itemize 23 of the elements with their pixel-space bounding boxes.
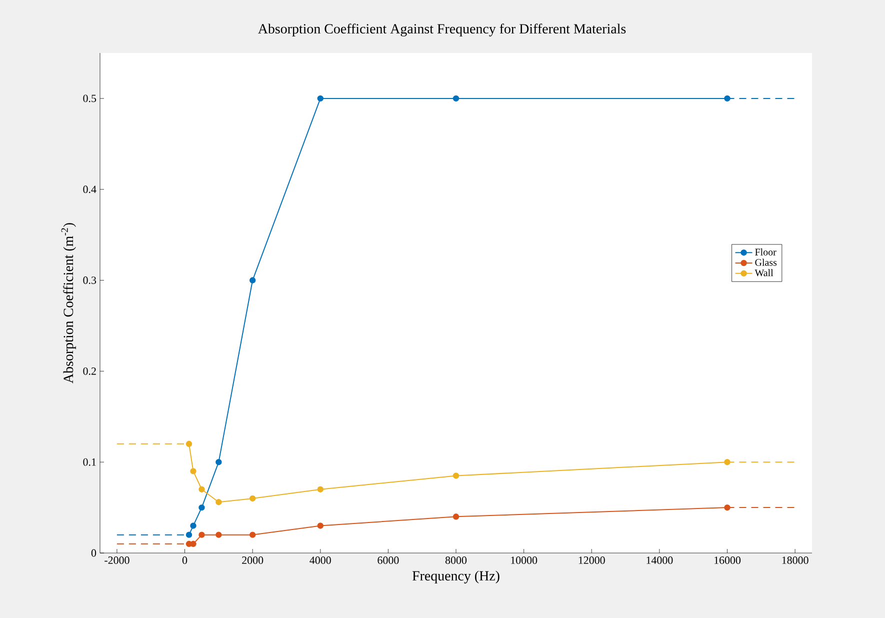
x-tick-label: 14000	[646, 556, 673, 564]
x-tick-label: 18000	[782, 556, 808, 564]
x-tick-label: 4000	[310, 556, 331, 564]
x-tick-label: 10000	[511, 556, 538, 564]
y-tick-label: 0.1	[83, 458, 96, 466]
x-tick-label: 0	[182, 556, 188, 564]
x-axis-title: Frequency (Hz)	[412, 570, 500, 584]
legend-label: Wall	[754, 269, 774, 276]
x-tick-label: 2000	[242, 556, 264, 564]
legend-label: Glass	[755, 258, 777, 266]
y-tick-label: 0	[91, 549, 96, 557]
legend-label: Floor	[755, 248, 776, 256]
x-tick-label: 12000	[578, 556, 605, 564]
chart-title: Absorption Coefficient Against Frequency for Different Materials	[258, 24, 626, 36]
x-tick-label: 6000	[378, 556, 399, 564]
y-tick-label: 0.2	[83, 367, 96, 375]
y-tick-label: 0.4	[83, 186, 96, 194]
y-tick-label: 0.3	[83, 276, 96, 284]
x-tick-label: 8000	[445, 556, 467, 564]
x-tick-label: 16000	[714, 556, 741, 564]
y-tick-label: 0.5	[83, 94, 96, 102]
x-tick-label: -2000	[104, 556, 130, 564]
y-axis-title: Absorption Coefficient (m$^{-2}$)	[61, 223, 76, 384]
